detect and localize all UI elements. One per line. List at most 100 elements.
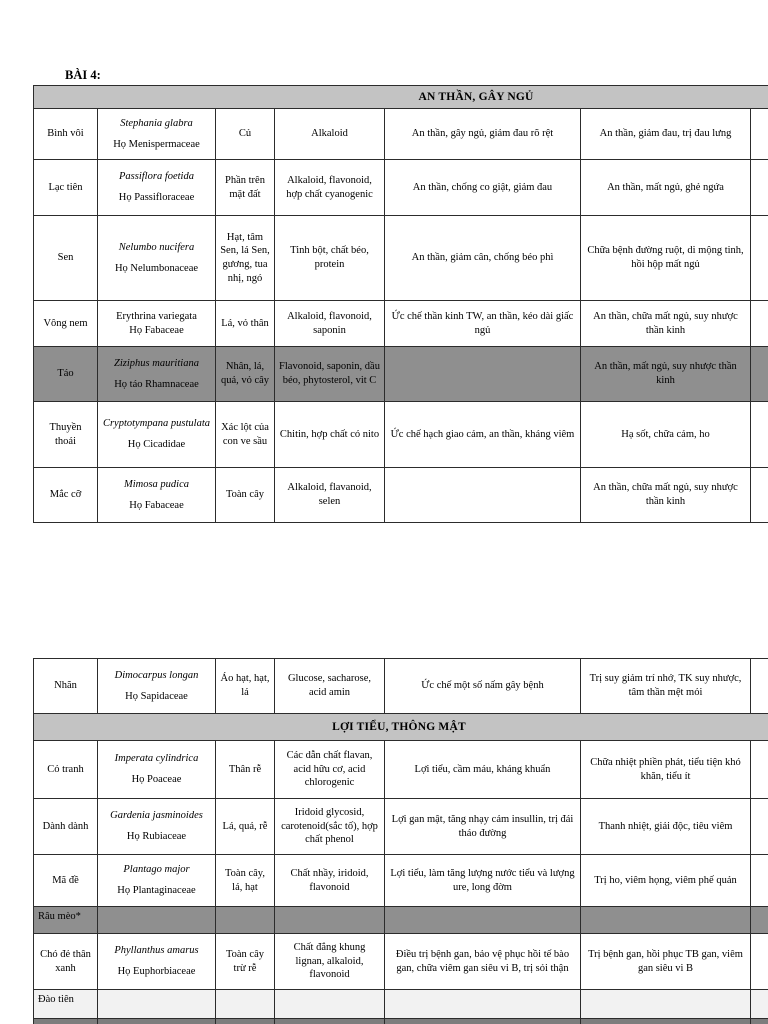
plant-name: Nhãn bbox=[33, 658, 98, 714]
plant-part: Xác lột của con ve sầu bbox=[215, 401, 275, 468]
pharmacology: Ức chế thần kinh TW, an thần, kéo dài gi… bbox=[384, 300, 581, 347]
edge-cell bbox=[750, 989, 768, 1019]
pharmacology: An thần, gây ngủ, giảm đau rõ rệt bbox=[384, 108, 581, 160]
edge-cell bbox=[750, 798, 768, 855]
table-row: Lạc tiên Passiflora foetida Họ Passiflor… bbox=[33, 159, 768, 216]
table-row: Dành dành Gardenia jasminoides Họ Rubiac… bbox=[33, 798, 768, 855]
table-row-highlighted: Râu mèo* bbox=[33, 906, 768, 934]
uses: Hạ sốt, chữa cảm, ho bbox=[580, 401, 751, 468]
plant-part bbox=[215, 1018, 275, 1024]
table-row: Mã đề Plantago major Họ Plantaginaceae T… bbox=[33, 854, 768, 907]
scientific-name: Cryptotympana pustulata bbox=[102, 418, 211, 430]
plant-name: Chó đẻ thân xanh bbox=[33, 933, 98, 990]
pharmacology: Ức chế hạch giao cảm, an thần, kháng viê… bbox=[384, 401, 581, 468]
pharmacology: Điều trị bệnh gan, bảo vệ phục hồi tế bà… bbox=[384, 933, 581, 990]
constituents: Alkaloid bbox=[274, 108, 385, 160]
table-row: Vông nem Erythrina variegata Họ Fabaceae… bbox=[33, 300, 768, 347]
constituents: Alkaloid, flavonoid, saponin bbox=[274, 300, 385, 347]
table-row: Sen Nelumbo nucifera Họ Nelumbonaceae Hạ… bbox=[33, 215, 768, 301]
plant-taxon-cell bbox=[97, 989, 216, 1019]
uses bbox=[580, 1018, 751, 1024]
plant-part: Thân rễ bbox=[215, 740, 275, 799]
plant-part: Toàn cây bbox=[215, 467, 275, 523]
family-name: Họ Nelumbonaceae bbox=[114, 262, 199, 274]
edge-cell bbox=[750, 906, 768, 934]
plant-taxon-cell: Plantago major Họ Plantaginaceae bbox=[97, 854, 216, 907]
uses: Trị bệnh gan, hồi phục TB gan, viêm gan … bbox=[580, 933, 751, 990]
plant-name: Lạc tiên bbox=[33, 159, 98, 216]
constituents bbox=[274, 1018, 385, 1024]
table-row: Chó đẻ thân xanh Phyllanthus amarus Họ E… bbox=[33, 933, 768, 990]
constituents: Iridoid glycosid, carotenoid(sắc tố), hợ… bbox=[274, 798, 385, 855]
uses: An thần, mất ngủ, suy nhược thần kinh bbox=[580, 346, 751, 402]
edge-cell bbox=[749, 300, 768, 347]
family-name: Họ Menispermaceae bbox=[113, 138, 200, 150]
plant-name: Thuyền thoái bbox=[33, 401, 98, 468]
uses: Chữa bệnh đường ruột, di mộng tinh, hồi … bbox=[580, 215, 751, 301]
pharmacology: An thần, giảm cân, chống béo phì bbox=[384, 215, 581, 301]
constituents: Alkaloid, flavonoid, hợp chất cyanogenic bbox=[274, 159, 385, 216]
family-name: Họ táo Rhamnaceae bbox=[114, 378, 199, 390]
plant-part: Nhân, lá, quả, vỏ cây bbox=[215, 346, 275, 402]
plant-taxon-cell: Stephania glabra Họ Menispermaceae bbox=[97, 108, 216, 160]
section-header: LỢI TIỂU, THÔNG MẬT bbox=[33, 713, 768, 741]
section-header-row: AN THẦN, GÂY NGỦ bbox=[32, 85, 768, 109]
plant-part: Hạt, tâm Sen, lá Sen, gương, tua nhị, ng… bbox=[215, 215, 275, 301]
pharmacology: An thần, chống co giật, giảm đau bbox=[384, 159, 581, 216]
pharmacology: Ức chế một số nấm gây bệnh bbox=[384, 658, 581, 714]
family-name: Họ Cicadidae bbox=[127, 439, 186, 450]
constituents: Tinh bột, chất béo, protein bbox=[274, 215, 385, 301]
scientific-name: Nelumbo nucifera bbox=[118, 241, 195, 253]
uses: Thanh nhiệt, giải độc, tiêu viêm bbox=[580, 798, 751, 855]
scientific-name: Phyllanthus amarus bbox=[114, 945, 199, 957]
pharmacology: Lợi tiểu, cầm máu, kháng khuẩn bbox=[384, 740, 581, 799]
plant-taxon-cell bbox=[97, 906, 216, 934]
plant-taxon-cell: Nelumbo nucifera Họ Nelumbonaceae bbox=[97, 215, 216, 301]
constituents: Chitin, hợp chất có nito bbox=[274, 401, 385, 468]
sedatives-table: AN THẦN, GÂY NGỦ Bình vôi Stephania glab… bbox=[32, 85, 768, 523]
plant-part: Lá, quả, rễ bbox=[215, 798, 275, 855]
scientific-name: Erythrina variegata bbox=[116, 310, 197, 322]
plant-part: Toàn cây, lá, hạt bbox=[215, 854, 275, 907]
table-row: Nhãn Dimocarpus longan Họ Sapidaceae Áo … bbox=[33, 658, 768, 714]
section-header-row: LỢI TIỂU, THÔNG MẬT bbox=[33, 713, 768, 741]
constituents bbox=[274, 906, 385, 934]
uses: Trị ho, viêm họng, viêm phế quản bbox=[580, 854, 751, 907]
scientific-name: Imperata cylindrica bbox=[114, 753, 199, 765]
constituents: Glucose, sacharose, acid amin bbox=[274, 658, 385, 714]
plant-name: Vông nem bbox=[33, 300, 98, 347]
uses: An thần, chữa mất ngủ, suy nhược thần ki… bbox=[580, 467, 751, 523]
constituents: Alkaloid, flavanoid, selen bbox=[274, 467, 385, 523]
edge-cell bbox=[750, 740, 768, 799]
plant-name: Dành dành bbox=[33, 798, 98, 855]
plant-taxon-cell: Phyllanthus amarus Họ Euphorbiaceae bbox=[97, 933, 216, 990]
pharmacology bbox=[384, 467, 581, 523]
pharmacology bbox=[384, 1018, 581, 1024]
uses: Trị suy giảm trí nhớ, TK suy nhược, tâm … bbox=[580, 658, 751, 714]
plant-taxon-cell: Mimosa pudica Họ Fabaceae bbox=[97, 467, 216, 523]
plant-taxon-cell: Imperata cylindrica Họ Poaceae bbox=[97, 740, 216, 799]
plant-name: Đào tiên bbox=[33, 989, 98, 1019]
family-name: Họ Fabaceae bbox=[129, 324, 184, 336]
section-header: AN THẦN, GÂY NGỦ bbox=[32, 85, 768, 109]
edge-cell bbox=[749, 401, 768, 468]
plant-name: Mắc cỡ bbox=[33, 467, 98, 523]
plant-taxon-cell: Cryptotympana pustulata Họ Cicadidae bbox=[97, 401, 216, 468]
pharmacology: Lợi gan mật, tăng nhạy cảm insullin, trị… bbox=[384, 798, 581, 855]
pharmacology bbox=[384, 906, 581, 934]
plant-name bbox=[33, 1018, 98, 1024]
plant-name: Táo bbox=[33, 346, 98, 402]
table-row: Bình vôi Stephania glabra Họ Menispermac… bbox=[33, 108, 768, 160]
edge-cell bbox=[750, 658, 768, 714]
scientific-name: Ziziphus mauritiana bbox=[114, 357, 199, 369]
plant-taxon-cell: Erythrina variegata Họ Fabaceae bbox=[97, 300, 216, 347]
scientific-name: Plantago major bbox=[123, 864, 190, 876]
family-name: Họ Fabaceae bbox=[129, 499, 184, 511]
scientific-name: Stephania glabra bbox=[120, 117, 193, 129]
plant-part: Lá, vỏ thân bbox=[215, 300, 275, 347]
plant-name: Sen bbox=[33, 215, 98, 301]
family-name: Họ Euphorbiaceae bbox=[117, 966, 196, 977]
plant-name: Mã đề bbox=[33, 854, 98, 907]
plant-part bbox=[215, 906, 275, 934]
